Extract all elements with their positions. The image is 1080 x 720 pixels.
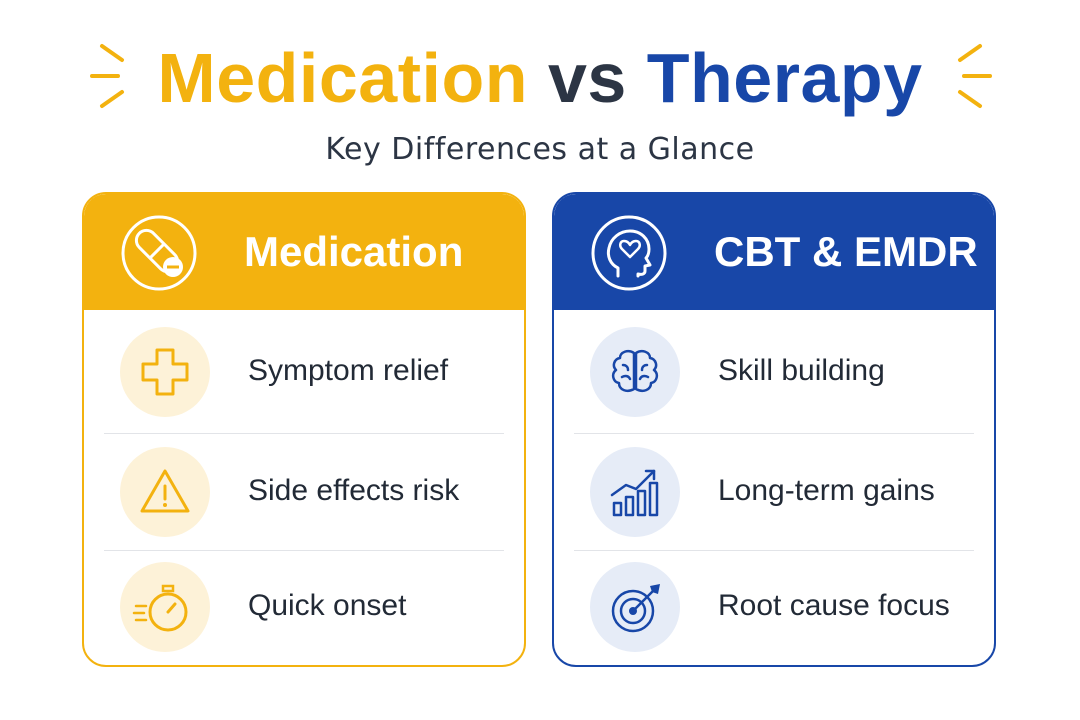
medication-card-title: Medication xyxy=(244,228,464,275)
head-heart-icon xyxy=(591,215,667,291)
divider xyxy=(104,550,504,551)
list-item-label: Symptom relief xyxy=(248,354,449,387)
divider xyxy=(574,550,974,551)
list-item: Skill building xyxy=(574,314,974,430)
therapy-card: CBT & EMDR Skill building xyxy=(552,192,996,667)
list-item-label: Quick onset xyxy=(248,589,407,622)
list-item: Long-term gains xyxy=(574,434,974,550)
medication-card: Medication Symptom relief Side effects r… xyxy=(82,192,526,667)
title-medication: Medication xyxy=(157,39,528,117)
therapy-card-title: CBT & EMDR xyxy=(714,228,978,275)
target-icon xyxy=(611,584,660,633)
list-item: Symptom relief xyxy=(104,314,504,430)
page-subtitle: Key Differences at a Glance xyxy=(325,132,755,167)
sparkle-left-icon xyxy=(90,44,124,108)
list-item: Root cause focus xyxy=(574,549,974,665)
medication-card-header: Medication xyxy=(84,194,524,310)
divider xyxy=(574,433,974,434)
warning-icon xyxy=(140,469,190,513)
list-item-label: Side effects risk xyxy=(248,474,460,507)
list-item: Quick onset xyxy=(104,549,504,665)
divider xyxy=(104,433,504,434)
list-item-label: Long-term gains xyxy=(718,474,935,507)
list-item-label: Skill building xyxy=(718,354,885,387)
title-therapy: Therapy xyxy=(646,39,923,117)
title-vs: vs xyxy=(547,39,627,117)
page-title: Medication vs Therapy xyxy=(0,36,1080,120)
sparkle-right-icon xyxy=(958,44,992,108)
therapy-card-header: CBT & EMDR xyxy=(554,194,994,310)
growth-chart-icon xyxy=(610,469,659,517)
stopwatch-icon xyxy=(132,584,188,632)
list-item-label: Root cause focus xyxy=(718,589,950,622)
pill-icon xyxy=(121,215,197,291)
list-item: Side effects risk xyxy=(104,434,504,550)
brain-icon xyxy=(611,349,659,392)
medical-cross-icon xyxy=(141,348,189,396)
